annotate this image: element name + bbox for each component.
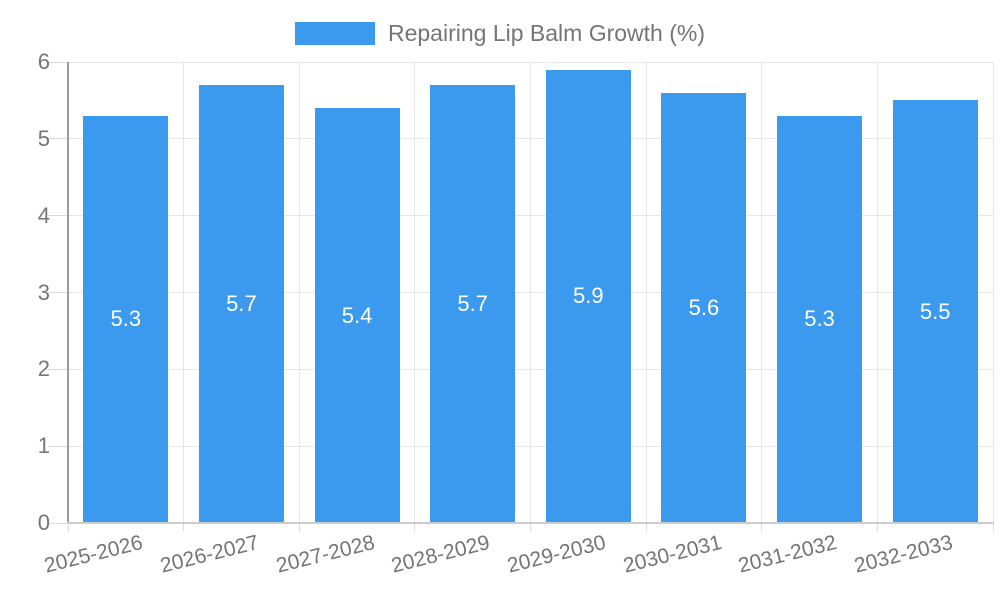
x-tick [645,523,647,531]
y-tick [48,445,68,447]
y-tick [48,368,68,370]
y-tick-label: 4 [37,202,50,228]
x-tick [876,523,878,531]
bar[interactable] [198,85,284,523]
x-gridline [414,62,416,523]
y-tick-label: 5 [37,125,50,151]
y-tick-label: 0 [37,510,50,535]
x-gridline [530,62,531,523]
y-tick [48,61,68,63]
x-gridline [876,62,878,523]
legend[interactable]: Repairing Lip Balm Growth (%) [0,20,1000,47]
bar-value-label: 5.3 [110,306,142,332]
x-gridline [183,62,185,523]
bar-value-label: 5.4 [341,302,373,328]
x-axis-label: 2027-2028 [273,531,377,578]
bar-value-label: 5.3 [804,306,835,332]
x-tick [67,523,69,531]
y-tick-label: 3 [37,279,50,305]
plot-area: 0 1 2 3 4 5 6 5.3 2025-2026 5.7 2026-2027 5.4 2027-2… [38,49,994,578]
y-tick-label: 2 [37,356,50,382]
bar-value-label: 5.5 [919,298,951,324]
x-axis-label: 2032-2033 [851,531,955,578]
bar[interactable] [777,115,863,523]
y-axis-line [67,62,69,523]
x-axis-label: 2031-2032 [736,531,840,578]
x-axis-label: 2029-2030 [504,531,608,578]
y-tick [48,522,68,524]
bar-value-label: 5.7 [226,291,257,317]
x-axis-label: 2030-2031 [620,531,724,578]
bar[interactable] [430,85,516,523]
x-axis-label: 2025-2026 [42,531,146,578]
y-tick [48,138,68,140]
bar[interactable] [545,69,631,523]
legend-swatch-icon [294,22,375,45]
bar-value-label: 5.6 [688,294,720,320]
bar-value-label: 5.7 [457,291,488,317]
bar[interactable] [892,100,978,523]
bar[interactable] [83,115,169,523]
bar[interactable] [661,92,747,523]
x-tick [414,523,416,531]
bar-value-label: 5.9 [573,283,604,309]
legend-label: Repairing Lip Balm Growth (%) [387,20,705,46]
x-tick [992,523,994,531]
x-gridline [298,62,300,523]
x-axis-label: 2026-2027 [157,531,262,578]
y-tick [48,292,68,293]
x-tick [530,523,531,531]
y-tick [48,215,68,217]
x-axis-line [67,522,994,524]
x-gridline [761,62,763,523]
bar[interactable] [314,108,400,523]
x-gridline [992,62,994,523]
y-tick-label: 6 [37,49,50,74]
x-axis-label: 2028-2029 [389,531,493,578]
x-tick [298,523,300,531]
x-tick [183,523,185,531]
x-tick [761,523,763,531]
y-tick-label: 1 [37,433,50,459]
x-gridline [645,62,647,523]
